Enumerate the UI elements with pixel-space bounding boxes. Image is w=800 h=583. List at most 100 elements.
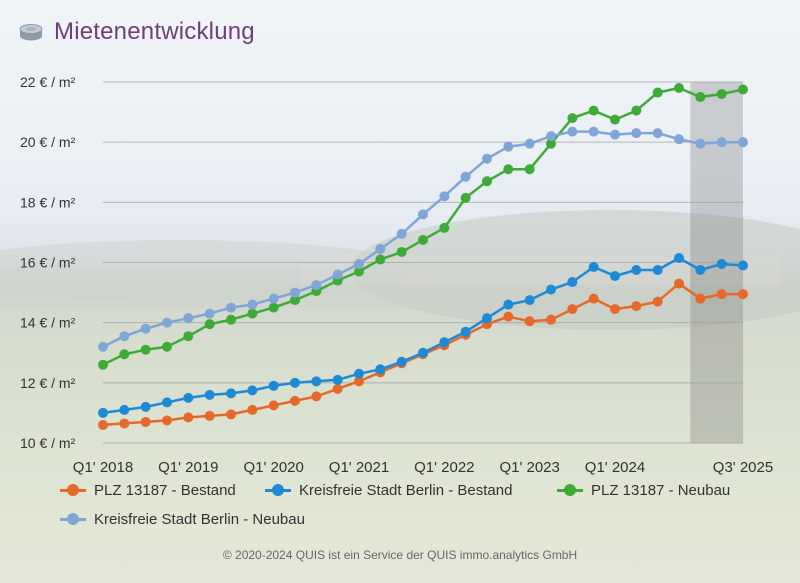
data-point-0 (631, 301, 642, 312)
data-point-2 (674, 83, 684, 94)
data-point-2 (738, 84, 748, 95)
copyright-footer: © 2020-2024 QUIS ist ein Service der QUI… (222, 548, 578, 562)
data-point-2 (162, 341, 172, 352)
data-point-0 (588, 293, 599, 304)
data-point-3 (290, 287, 300, 298)
legend-label: Kreisfreie Stadt Berlin - Neubau (94, 511, 305, 528)
data-point-2 (482, 176, 492, 187)
y-tick-label: 22 € / m² (20, 74, 76, 90)
y-tick-label: 14 € / m² (20, 315, 76, 331)
x-tick-label: Q1' 2022 (414, 459, 474, 476)
data-point-3 (652, 128, 663, 139)
x-tick-label: Q1' 2023 (499, 459, 559, 476)
data-point-0 (268, 400, 279, 411)
data-point-1 (546, 284, 556, 295)
data-point-0 (503, 311, 514, 322)
data-point-0 (98, 419, 108, 430)
data-point-0 (524, 316, 535, 327)
data-point-2 (354, 266, 364, 277)
data-point-1 (482, 313, 492, 324)
data-point-3 (567, 126, 578, 137)
data-point-0 (546, 314, 556, 325)
data-point-2 (567, 113, 578, 124)
data-point-3 (268, 293, 279, 304)
x-tick-label: Q1' 2018 (73, 459, 133, 476)
data-point-1 (247, 385, 258, 396)
data-point-0 (140, 416, 151, 427)
data-point-2 (716, 89, 727, 100)
data-point-3 (98, 341, 108, 352)
data-point-3 (375, 243, 386, 254)
data-point-2 (247, 308, 258, 319)
legend-label: Kreisfreie Stadt Berlin - Bestand (299, 482, 513, 499)
data-point-2 (204, 319, 215, 330)
data-point-2 (290, 295, 300, 306)
data-point-1 (588, 262, 599, 273)
data-point-2 (396, 246, 407, 257)
legend-item-plz-neubau[interactable]: PLZ 13187 - Neubau (557, 482, 730, 499)
data-point-0 (674, 278, 684, 289)
data-point-3 (311, 280, 322, 291)
data-point-1 (716, 259, 727, 270)
data-point-0 (226, 409, 236, 420)
data-point-1 (98, 407, 108, 418)
x-tick-label: Q1' 2020 (243, 459, 303, 476)
data-point-3 (332, 269, 343, 280)
data-point-3 (716, 137, 727, 148)
data-point-3 (183, 313, 194, 324)
data-point-1 (524, 295, 535, 306)
data-point-0 (567, 304, 578, 315)
data-point-1 (396, 356, 407, 367)
legend-item-plz-bestand[interactable]: PLZ 13187 - Bestand (60, 482, 236, 499)
data-point-3 (503, 141, 514, 152)
data-point-2 (652, 87, 663, 98)
data-point-1 (290, 377, 300, 388)
x-tick-label: Q1' 2019 (158, 459, 218, 476)
data-point-1 (375, 364, 386, 375)
data-point-1 (503, 299, 514, 310)
data-point-1 (460, 326, 471, 337)
legend-item-berlin-neubau[interactable]: Kreisfreie Stadt Berlin - Neubau (60, 511, 305, 528)
data-point-1 (183, 392, 194, 403)
data-point-3 (738, 137, 748, 148)
data-point-2 (418, 234, 428, 245)
data-point-2 (631, 105, 642, 116)
legend-swatch (265, 484, 291, 496)
data-point-1 (204, 389, 215, 400)
data-point-3 (524, 138, 535, 149)
data-point-3 (140, 323, 151, 334)
data-point-1 (567, 277, 578, 288)
data-point-2 (524, 164, 535, 175)
data-point-0 (183, 412, 194, 423)
y-tick-label: 16 € / m² (20, 255, 76, 271)
data-point-0 (290, 395, 300, 406)
data-point-2 (183, 331, 194, 342)
data-point-1 (631, 265, 642, 276)
data-point-0 (716, 289, 727, 300)
data-point-3 (588, 126, 599, 137)
data-point-1 (652, 265, 663, 276)
legend-item-berlin-bestand[interactable]: Kreisfreie Stadt Berlin - Bestand (265, 482, 512, 499)
data-point-1 (439, 337, 450, 348)
y-tick-label: 18 € / m² (20, 194, 76, 210)
data-point-2 (119, 349, 130, 360)
data-point-2 (460, 192, 471, 203)
data-point-2 (588, 105, 599, 116)
data-point-3 (162, 317, 172, 328)
legend-swatch (557, 484, 583, 496)
data-point-0 (738, 289, 748, 300)
data-point-3 (631, 128, 642, 139)
data-point-3 (695, 138, 706, 149)
x-tick-label: Q1' 2021 (329, 459, 389, 476)
data-point-3 (204, 308, 215, 319)
data-point-2 (268, 302, 279, 313)
data-point-3 (354, 259, 364, 270)
data-point-0 (610, 304, 620, 315)
data-point-1 (610, 271, 620, 282)
data-point-0 (652, 296, 663, 307)
data-point-2 (226, 314, 236, 325)
chart-title: Mietenentwicklung (54, 18, 255, 45)
x-tick-label: Q3' 2025 (713, 459, 773, 476)
